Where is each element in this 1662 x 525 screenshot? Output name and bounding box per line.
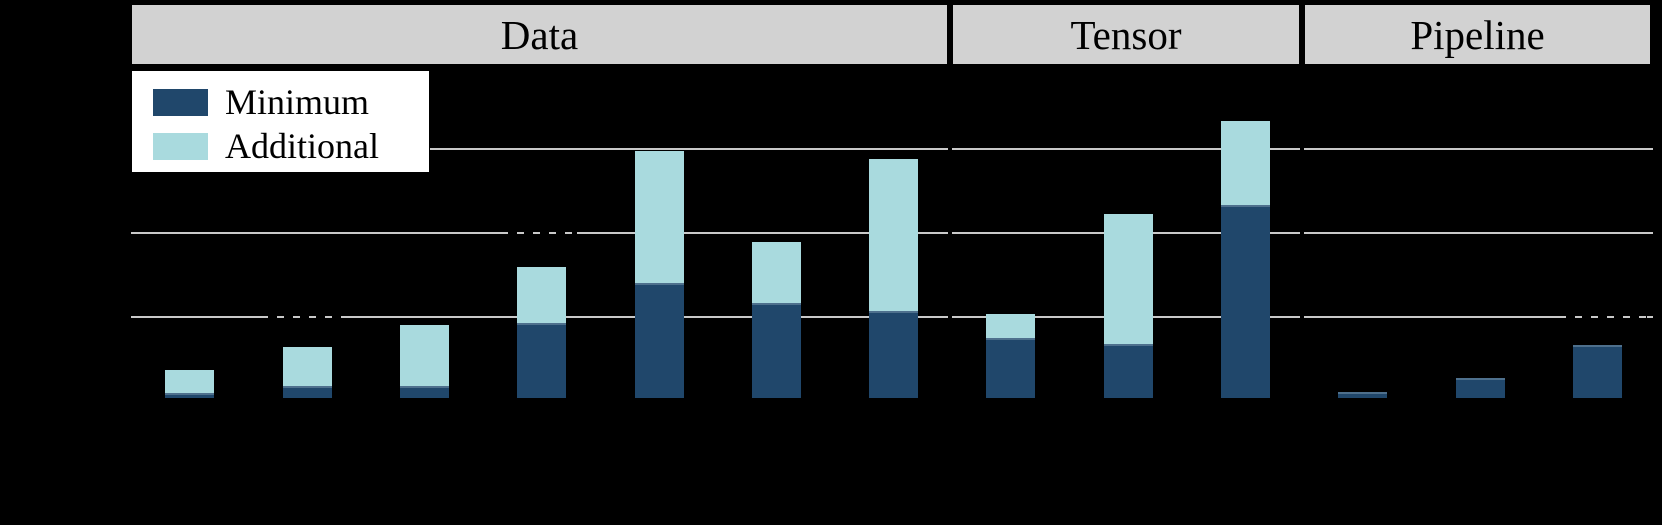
bar-8-additional-segment bbox=[985, 314, 1035, 338]
bar-13-minimum-segment bbox=[1572, 345, 1622, 398]
bar-5-additional-segment bbox=[634, 151, 684, 283]
header-group-data: Data bbox=[129, 2, 950, 67]
group-divider-line bbox=[1300, 67, 1304, 397]
legend: Minimum Additional bbox=[131, 70, 430, 173]
bar-7-additional-segment bbox=[868, 159, 918, 311]
dashed-reference-mark bbox=[1566, 315, 1647, 319]
bar-3-additional-segment bbox=[399, 325, 449, 386]
bar-10-minimum-segment bbox=[1220, 205, 1270, 398]
legend-item-additional: Additional bbox=[132, 124, 429, 168]
group-divider-line bbox=[948, 67, 952, 397]
bar-7-minimum-segment bbox=[868, 311, 918, 398]
header-group-pipeline: Pipeline bbox=[1302, 2, 1653, 67]
bar-6-additional-segment bbox=[751, 242, 801, 303]
bar-12-minimum-segment bbox=[1455, 378, 1505, 398]
header-group-pipeline-label: Pipeline bbox=[1410, 11, 1545, 58]
bar-2-minimum-segment bbox=[282, 386, 332, 398]
bar-10-additional-segment bbox=[1220, 121, 1270, 205]
x-axis-line bbox=[131, 398, 1653, 400]
bar-6-minimum-segment bbox=[751, 303, 801, 398]
header-group-data-label: Data bbox=[500, 11, 579, 58]
header-group-tensor-label: Tensor bbox=[1070, 11, 1182, 58]
legend-minimum-label: Minimum bbox=[225, 82, 370, 122]
legend-item-minimum: Minimum bbox=[132, 80, 429, 124]
bar-4-additional-segment bbox=[516, 267, 566, 323]
bar-4-minimum-segment bbox=[516, 323, 566, 398]
bar-9-minimum-segment bbox=[1103, 344, 1153, 398]
additional-color-swatch bbox=[153, 132, 208, 160]
dashed-reference-mark bbox=[508, 231, 577, 235]
bar-11-minimum-segment bbox=[1337, 392, 1387, 398]
bar-3-minimum-segment bbox=[399, 386, 449, 398]
minimum-color-swatch bbox=[153, 88, 208, 116]
header-group-tensor: Tensor bbox=[950, 2, 1302, 67]
bar-9-additional-segment bbox=[1103, 214, 1153, 344]
bar-5-minimum-segment bbox=[634, 283, 684, 398]
legend-additional-label: Additional bbox=[225, 126, 379, 166]
bar-1-additional-segment bbox=[164, 370, 214, 393]
dashed-reference-mark bbox=[268, 315, 343, 319]
gridline bbox=[131, 148, 1653, 150]
bar-8-minimum-segment bbox=[985, 338, 1035, 398]
bar-1-minimum-segment bbox=[164, 393, 214, 398]
bar-2-additional-segment bbox=[282, 347, 332, 386]
